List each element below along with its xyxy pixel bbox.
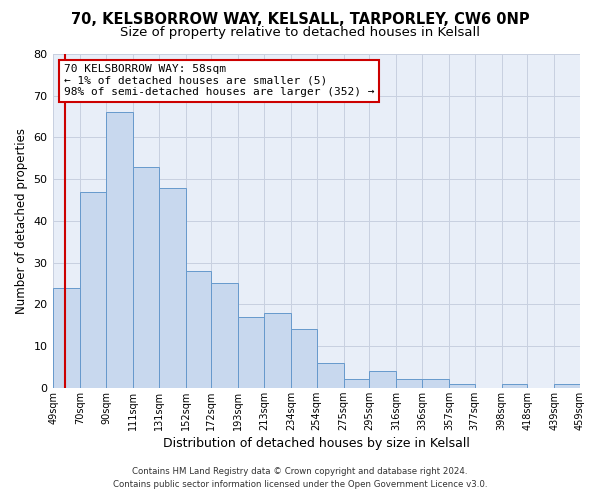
Bar xyxy=(554,384,580,388)
Text: Contains HM Land Registry data © Crown copyright and database right 2024.
Contai: Contains HM Land Registry data © Crown c… xyxy=(113,468,487,489)
Bar xyxy=(185,271,211,388)
Bar xyxy=(317,362,344,388)
Bar xyxy=(449,384,475,388)
X-axis label: Distribution of detached houses by size in Kelsall: Distribution of detached houses by size … xyxy=(163,437,470,450)
Bar xyxy=(396,380,422,388)
Bar xyxy=(344,380,369,388)
Bar xyxy=(80,192,106,388)
Bar xyxy=(211,284,238,388)
Bar xyxy=(238,317,264,388)
Bar xyxy=(158,188,185,388)
Bar xyxy=(264,312,291,388)
Text: Size of property relative to detached houses in Kelsall: Size of property relative to detached ho… xyxy=(120,26,480,39)
Bar xyxy=(369,371,396,388)
Text: 70, KELSBORROW WAY, KELSALL, TARPORLEY, CW6 0NP: 70, KELSBORROW WAY, KELSALL, TARPORLEY, … xyxy=(71,12,529,28)
Bar xyxy=(291,330,317,388)
Bar xyxy=(422,380,449,388)
Text: 70 KELSBORROW WAY: 58sqm
← 1% of detached houses are smaller (5)
98% of semi-det: 70 KELSBORROW WAY: 58sqm ← 1% of detache… xyxy=(64,64,374,97)
Bar xyxy=(502,384,527,388)
Bar xyxy=(133,166,158,388)
Y-axis label: Number of detached properties: Number of detached properties xyxy=(15,128,28,314)
Bar xyxy=(53,288,80,388)
Bar xyxy=(106,112,133,388)
